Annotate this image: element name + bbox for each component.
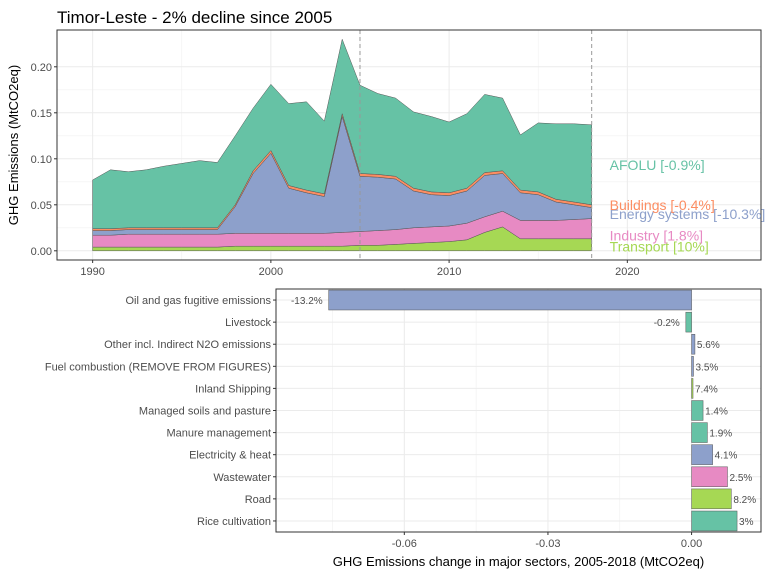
bar-data-label: 3% [739, 517, 754, 528]
bar [691, 356, 694, 377]
series-label: Industry [1.8%] [610, 228, 703, 244]
y-tick-label: 0.20 [31, 62, 52, 74]
bar [691, 488, 732, 510]
x-tick-label: -0.03 [535, 538, 560, 550]
x-tick-label: 2000 [259, 266, 283, 278]
y-tick-label: 0.00 [31, 246, 52, 258]
category-label: Rice cultivation [197, 516, 271, 528]
bar-data-label: 1.4% [705, 407, 728, 418]
category-label: Livestock [225, 317, 271, 329]
y-tick-label: 0.10 [31, 154, 52, 166]
category-label: Other incl. Indirect N2O emissions [104, 339, 271, 351]
area-series [92, 38, 592, 229]
bar-data-label: 4.1% [715, 451, 738, 462]
bar-data-label: 5.6% [697, 340, 720, 351]
bar [691, 466, 728, 487]
y-tick-label: 0.15 [31, 108, 52, 120]
bar [685, 311, 692, 333]
bar [691, 378, 694, 399]
x-axis-title: GHG Emissions change in major sectors, 2… [333, 554, 704, 569]
series-label: Buildings [-0.4%] [610, 197, 715, 213]
x-tick-label: 2020 [615, 266, 639, 278]
series-label: Energy systems [-10.3%] [610, 206, 766, 222]
bar-data-label: 8.2% [733, 495, 756, 506]
x-tick-label: -0.06 [392, 538, 417, 550]
plot-border [56, 29, 762, 261]
category-label: Manure management [166, 428, 271, 440]
category-label: Fuel combustion (REMOVE FROM FIGURES) [45, 361, 271, 373]
y-axis-title: GHG Emissions (MtCO2eq) [6, 65, 21, 225]
bar [691, 422, 708, 443]
bar [691, 334, 696, 355]
area-chart-panel: Transport [10%]Industry [1.8%] Energy sys… [6, 29, 766, 278]
category-label: Inland Shipping [195, 383, 271, 395]
category-label: Electricity & heat [189, 450, 271, 462]
bar-chart-panel: -13.2% -0.2% 5.6% 3.5% 7.4% 1.4% 1.9% 4.1% 2.5% 8… [45, 288, 762, 569]
bar [691, 444, 713, 465]
bar [328, 289, 692, 311]
series-label: AFOLU [-0.9%] [610, 157, 705, 173]
category-label: Oil and gas fugitive emissions [125, 295, 271, 307]
bar-data-label: 3.5% [695, 362, 718, 373]
category-label: Wastewater [213, 472, 271, 484]
category-label: Road [245, 494, 271, 506]
category-label: Managed soils and pasture [139, 406, 271, 418]
bar-data-label: 7.4% [695, 384, 718, 395]
bar-data-label: -0.2% [654, 318, 680, 329]
x-tick-label: 2010 [437, 266, 461, 278]
y-tick-label: 0.05 [31, 200, 52, 212]
bar-data-label: -13.2% [291, 296, 323, 307]
series-label: Transport [10%] [610, 239, 709, 255]
bar [691, 510, 738, 532]
x-tick-label: 1990 [80, 266, 104, 278]
bar-data-label: 2.5% [729, 473, 752, 484]
bar [691, 400, 704, 421]
chart-title: Timor-Leste - 2% decline since 2005 [57, 8, 332, 27]
x-tick-label: 0.00 [681, 538, 702, 550]
bar-data-label: 1.9% [709, 429, 732, 440]
